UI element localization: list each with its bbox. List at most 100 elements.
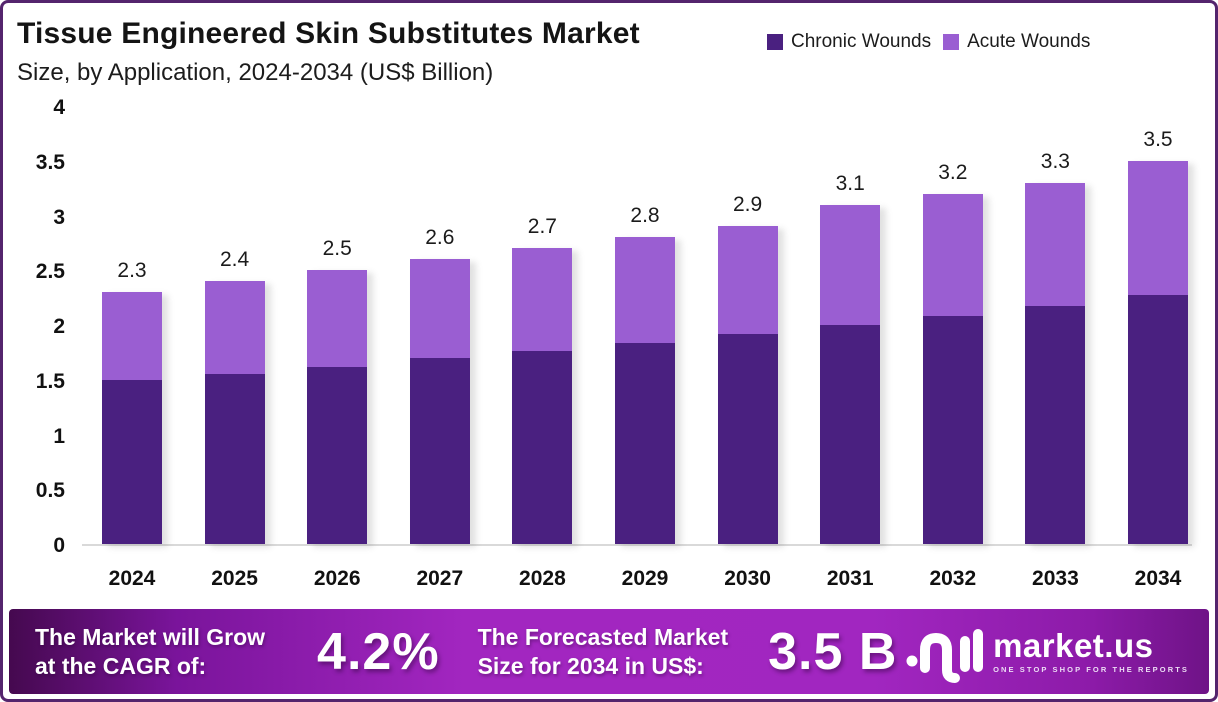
- stacked-bar: [717, 226, 778, 544]
- bar-segment-acute-wounds: [717, 226, 778, 334]
- cagr-label-line2: at the CAGR of:: [35, 652, 207, 679]
- bar-segment-acute-wounds: [615, 237, 675, 343]
- bar-value-label: 2.3: [117, 259, 147, 283]
- bar-segment-acute-wounds: [409, 259, 470, 358]
- bar-column-2024: 2.3 2024: [102, 259, 162, 590]
- bar-segment-acute-wounds: [820, 204, 881, 325]
- plot-area: 2.3 2024 2.4 2025 2.5 2026 2.6 2027 2.7 2028 2.8 20…: [82, 108, 1192, 590]
- bar-column-2032: 3.2 2032: [922, 161, 983, 590]
- bar-value-label: 2.9: [732, 193, 763, 217]
- legend-item-chronic: Chronic Wounds: [767, 31, 931, 53]
- stacked-bar: [1025, 182, 1086, 544]
- page-title: Tissue Engineered Skin Substitutes Marke…: [17, 17, 640, 50]
- y-axis-tick: 2.5: [35, 260, 65, 284]
- logo-tagline: ONE STOP SHOP FOR THE REPORTS: [993, 665, 1189, 675]
- bar-segment-chronic-wounds: [307, 366, 368, 544]
- legend-label: Chronic Wounds: [791, 31, 932, 52]
- bar-value-label: 2.8: [630, 204, 660, 228]
- bar-segment-chronic-wounds: [717, 333, 778, 544]
- stacked-bar: [307, 270, 368, 544]
- cagr-value: 4.2%: [317, 622, 440, 681]
- stacked-bar: [102, 292, 162, 544]
- forecast-label-line2: Size for 2034 in US$:: [477, 652, 704, 679]
- bar-segment-acute-wounds: [102, 292, 162, 380]
- bar-segment-acute-wounds: [1128, 160, 1188, 296]
- x-axis-label: 2034: [1134, 567, 1182, 590]
- y-axis-tick: 3: [53, 205, 65, 229]
- forecast-label: The Forecasted Market Size for 2034 in U…: [478, 623, 729, 681]
- cagr-label-line1: The Market will Grow: [35, 623, 266, 650]
- stacked-bar: [922, 193, 983, 544]
- bar-column-2030: 2.9 2030: [717, 193, 778, 590]
- bar-segment-acute-wounds: [307, 270, 368, 367]
- bar-segment-chronic-wounds: [820, 325, 881, 544]
- x-axis-label: 2027: [416, 567, 464, 590]
- bar-value-label: 2.6: [425, 226, 455, 250]
- bar-column-2034: 3.5 2034: [1128, 128, 1188, 590]
- bar-value-label: 2.4: [219, 248, 250, 272]
- y-axis-tick: 1.5: [35, 369, 65, 393]
- bar-segment-chronic-wounds: [409, 357, 470, 544]
- bar-column-2025: 2.4 2025: [204, 248, 265, 590]
- bar-segment-chronic-wounds: [1128, 295, 1188, 544]
- y-axis-tick: 2: [53, 315, 65, 338]
- bar-value-label: 3.1: [835, 171, 865, 195]
- x-axis-label: 2030: [724, 567, 771, 590]
- stacked-bar: [615, 237, 675, 544]
- legend: Chronic Wounds Acute Wounds: [767, 31, 1090, 53]
- bar-segment-chronic-wounds: [204, 374, 265, 544]
- bar-column-2028: 2.7 2028: [512, 215, 573, 590]
- bar-segment-acute-wounds: [922, 193, 983, 317]
- logo-name: market.us: [993, 627, 1154, 665]
- bar-segment-acute-wounds: [204, 281, 265, 375]
- forecast-value: 3.5 B: [768, 622, 898, 681]
- bar-column-2033: 3.3 2033: [1025, 150, 1086, 590]
- bar-column-2029: 2.8 2029: [615, 204, 675, 590]
- bar-value-label: 2.5: [322, 237, 352, 261]
- logo-text: market.us ONE STOP SHOP FOR THE REPORTS: [993, 629, 1189, 674]
- bar-segment-acute-wounds: [1025, 182, 1086, 307]
- bar-segment-chronic-wounds: [1025, 306, 1086, 544]
- x-axis-label: 2033: [1032, 567, 1079, 590]
- bar-segment-chronic-wounds: [922, 316, 983, 544]
- x-axis-label: 2024: [108, 567, 156, 590]
- stacked-bar: [1128, 160, 1188, 544]
- bar-segment-chronic-wounds: [102, 379, 162, 544]
- legend-item-acute: Acute Wounds: [943, 31, 1090, 53]
- stacked-bar: [204, 281, 265, 544]
- y-axis-tick: 4: [53, 96, 65, 119]
- y-axis-tick: 1: [53, 424, 65, 448]
- bar-value-label: 3.3: [1040, 149, 1070, 173]
- x-axis-label: 2026: [313, 567, 361, 590]
- bar-value-label: 2.7: [527, 215, 557, 239]
- market-us-logo: market.us ONE STOP SHOP FOR THE REPORTS: [905, 619, 1189, 685]
- footer-banner: The Market will Grow at the CAGR of: 4.2…: [9, 609, 1209, 694]
- x-axis-label: 2029: [621, 567, 669, 590]
- y-axis-tick: 3.5: [35, 150, 65, 174]
- chronic-wounds-swatch-icon: [767, 34, 783, 50]
- y-axis: 0 0.5 1 1.5 2 2.5 3 3.5 4: [3, 96, 65, 557]
- page-subtitle: Size, by Application, 2024-2034 (US$ Bil…: [17, 59, 494, 86]
- y-axis-tick: 0.5: [35, 479, 65, 503]
- acute-wounds-swatch-icon: [943, 34, 960, 50]
- stacked-bar: [820, 204, 881, 544]
- bar-column-2027: 2.6 2027: [409, 226, 470, 590]
- x-axis-label: 2025: [211, 567, 258, 590]
- stacked-bar: [409, 259, 470, 544]
- bar-segment-chronic-wounds: [615, 342, 675, 544]
- x-axis-label: 2032: [929, 567, 977, 590]
- bar-column-2026: 2.5 2026: [307, 237, 368, 590]
- stacked-bar: [512, 248, 573, 544]
- x-axis-label: 2031: [826, 567, 874, 590]
- bar-segment-chronic-wounds: [512, 351, 573, 544]
- bar-column-2031: 3.1 2031: [820, 172, 881, 590]
- cagr-label: The Market will Grow at the CAGR of:: [35, 623, 265, 681]
- x-axis-label: 2028: [519, 567, 566, 590]
- y-axis-tick: 0: [53, 534, 65, 557]
- legend-label: Acute Wounds: [967, 31, 1091, 52]
- bar-segment-acute-wounds: [512, 248, 573, 352]
- market-us-logo-icon: [906, 628, 984, 683]
- forecast-label-line1: The Forecasted Market: [477, 623, 729, 650]
- bar-value-label: 3.5: [1143, 127, 1173, 151]
